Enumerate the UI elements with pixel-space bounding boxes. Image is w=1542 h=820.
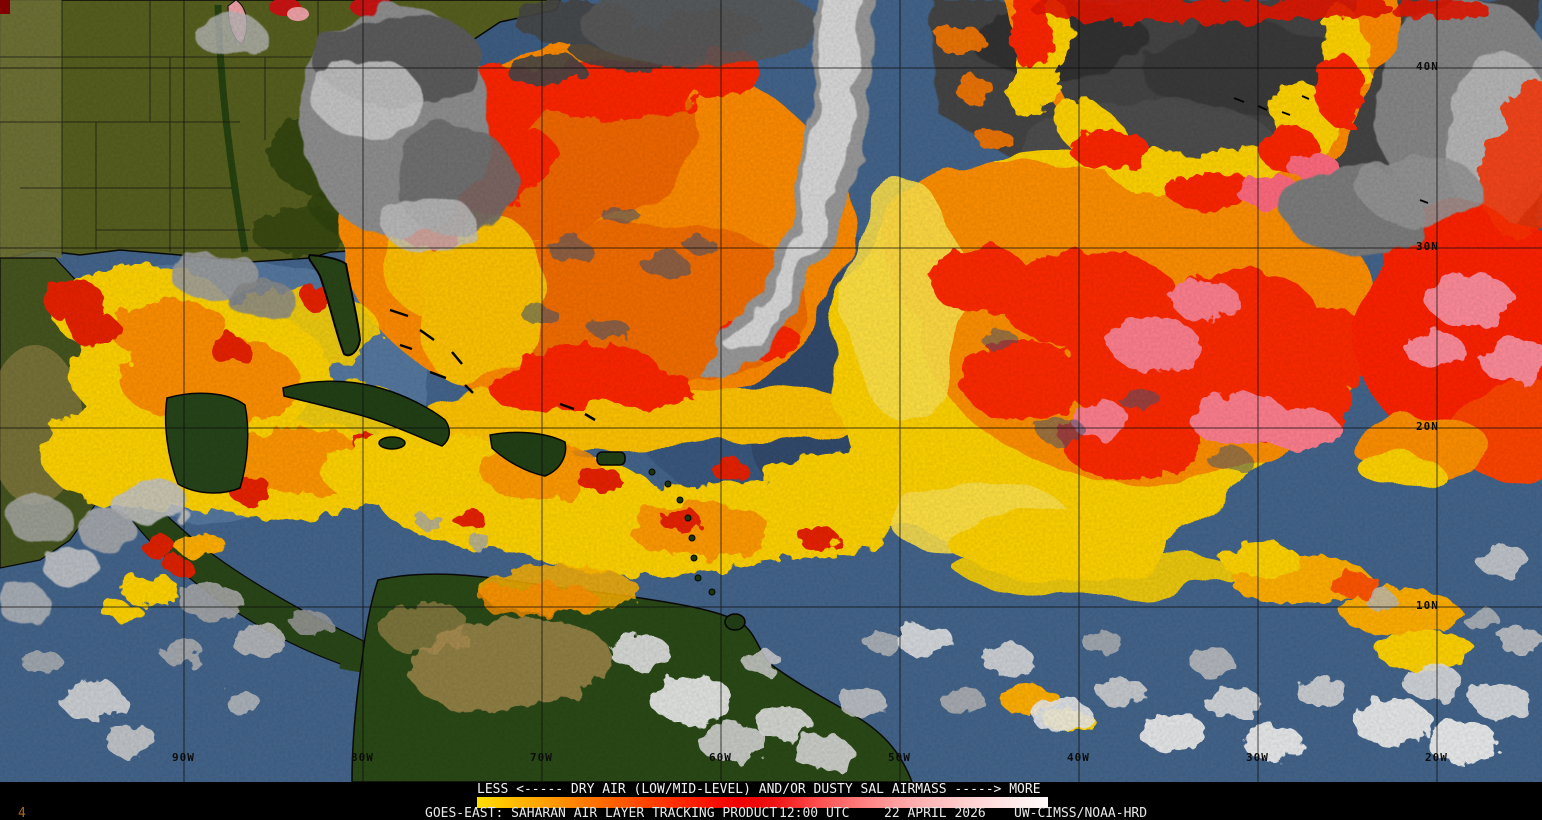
- lat-label-20n: 20N: [1416, 420, 1439, 433]
- lon-label-60w: 60W: [709, 751, 732, 764]
- satellite-map: 40N 30N 20N 10N 90W 80W 70W 60W 50W 40W …: [0, 0, 1542, 782]
- lat-label-40n: 40N: [1416, 60, 1439, 73]
- product-credit: UW-CIMSS/NOAA-HRD: [1014, 806, 1148, 820]
- lat-label-10n: 10N: [1416, 599, 1439, 612]
- lon-label-80w: 80W: [351, 751, 374, 764]
- product-title: GOES-EAST: SAHARAN AIR LAYER TRACKING PR…: [425, 806, 778, 820]
- colorbar: [477, 797, 1048, 808]
- product-time: 12:00 UTC: [779, 806, 850, 820]
- lon-label-50w: 50W: [888, 751, 911, 764]
- colorbar-scale-label: LESS <----- DRY AIR (LOW/MID-LEVEL) AND/…: [477, 782, 1041, 797]
- legend-bar: LESS <----- DRY AIR (LOW/MID-LEVEL) AND/…: [0, 782, 1542, 820]
- grid-layer: [0, 0, 1542, 782]
- lon-label-20w: 20W: [1425, 751, 1448, 764]
- lon-label-90w: 90W: [172, 751, 195, 764]
- lon-label-70w: 70W: [530, 751, 553, 764]
- satellite-imagery: [0, 0, 1542, 782]
- lat-label-30n: 30N: [1416, 240, 1439, 253]
- texture-overlay: [0, 0, 1542, 782]
- lon-label-30w: 30W: [1246, 751, 1269, 764]
- product-date: 22 APRIL 2026: [884, 806, 986, 820]
- frame-counter: 4: [18, 806, 26, 820]
- lon-label-40w: 40W: [1067, 751, 1090, 764]
